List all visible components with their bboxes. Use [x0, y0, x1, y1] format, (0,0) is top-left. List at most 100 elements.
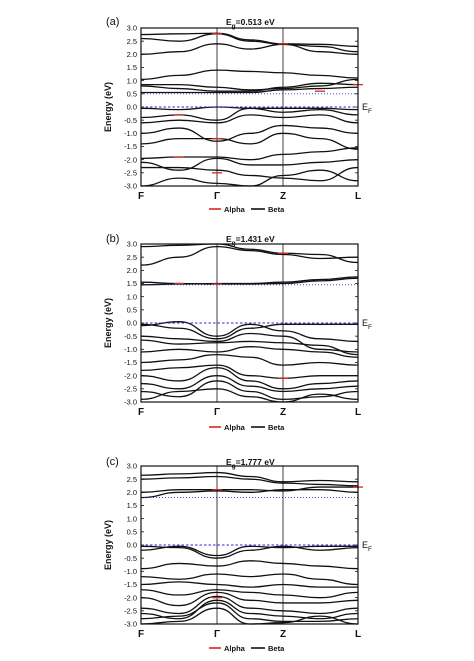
plot-frame: [140, 243, 359, 403]
fermi-subscript: F: [368, 108, 372, 115]
band-line-beta: [140, 69, 359, 80]
y-tick-label: -2.5: [124, 384, 137, 393]
chart-panel-b: (b) Eg=1.431 eV Energy (eV) 3.0 2.5 2.0 1.5 1.0…: [103, 233, 372, 432]
kpoint-label: L: [355, 629, 361, 640]
y-tick-label: -1.0: [124, 345, 137, 354]
band-line-beta: [140, 332, 359, 353]
fermi-label: EF: [362, 102, 372, 115]
kpoint-label: Γ: [214, 191, 220, 202]
fermi-subscript: F: [368, 546, 372, 553]
title-symbol: E: [226, 457, 232, 467]
y-tick-label: 3.0: [127, 240, 137, 249]
y-tick-label: 2.5: [127, 37, 137, 46]
band-line-beta: [140, 43, 359, 55]
band-line-beta: [140, 475, 359, 487]
kpoint-label: Z: [280, 629, 286, 640]
y-tick-label: -3.0: [124, 182, 137, 191]
kpoint-label: Γ: [214, 629, 220, 640]
kpoint-label: F: [138, 407, 144, 418]
legend-label-alpha: Alpha: [224, 205, 246, 214]
band-line-beta: [140, 132, 359, 150]
band-line-beta: [140, 245, 359, 266]
y-tick-label: 0.5: [127, 89, 137, 98]
legend-label-beta: Beta: [268, 423, 285, 432]
plot-frame: [140, 27, 359, 187]
y-tick-label: -1.5: [124, 358, 137, 367]
y-tick-label: -2.5: [124, 606, 137, 615]
y-tick-label: -2.0: [124, 371, 137, 380]
band-line-beta: [140, 591, 359, 607]
band-line-beta: [140, 545, 359, 559]
chart-title: Eg=1.777 eV: [226, 457, 275, 470]
y-tick-label: 1.0: [127, 292, 137, 301]
y-tick-label: 2.5: [127, 253, 137, 262]
band-line-beta: [140, 243, 359, 264]
y-tick-label: 1.0: [127, 76, 137, 85]
band-line-beta: [140, 114, 359, 124]
y-tick-label: -1.5: [124, 142, 137, 151]
band-line-beta: [140, 86, 359, 94]
band-line-beta: [140, 599, 359, 620]
legend-label-beta: Beta: [268, 644, 285, 653]
y-axis-label: Energy (eV): [103, 298, 113, 348]
y-tick-label: -0.5: [124, 116, 137, 125]
title-value: =1.431 eV: [236, 234, 275, 244]
legend-label-alpha: Alpha: [224, 423, 246, 432]
y-tick-label: 1.5: [127, 279, 137, 288]
y-tick-label: -3.0: [124, 620, 137, 629]
band-line-beta: [140, 602, 359, 623]
band-line-beta: [140, 32, 359, 48]
y-tick-label: 3.0: [127, 24, 137, 33]
kpoint-label: L: [355, 191, 361, 202]
band-line-beta: [140, 388, 359, 403]
y-tick-label: -1.0: [124, 129, 137, 138]
band-line-beta: [140, 573, 359, 586]
band-line-beta: [140, 595, 359, 615]
band-line-beta: [140, 589, 359, 599]
fermi-subscript: F: [368, 324, 372, 331]
title-value: =0.513 eV: [236, 17, 275, 27]
y-tick-label: 0.0: [127, 319, 137, 328]
y-tick-label: -2.0: [124, 593, 137, 602]
title-subscript: g: [232, 23, 236, 30]
band-line-beta: [140, 353, 359, 366]
y-tick-label: 0.5: [127, 305, 137, 314]
y-tick-label: 2.5: [127, 475, 137, 484]
band-line-beta: [140, 486, 358, 493]
band-line-beta: [140, 581, 358, 588]
band-line-beta: [141, 166, 359, 182]
fermi-label: EF: [362, 318, 372, 331]
y-axis-label: Energy (eV): [103, 82, 113, 132]
band-line-beta: [140, 364, 358, 379]
chart-panel-a: (a) Eg=0.513 eV Energy (eV) 3.0 2.5 2.0 1.5 1.0…: [103, 16, 372, 214]
title-symbol: E: [226, 17, 232, 27]
fermi-label: EF: [362, 540, 372, 553]
band-line-beta: [140, 82, 359, 92]
kpoint-label: F: [138, 629, 144, 640]
panel-label: (a): [106, 16, 119, 28]
fermi-symbol: E: [362, 540, 368, 550]
kpoint-label: Z: [280, 407, 286, 418]
band-line-beta: [140, 157, 359, 171]
kpoint-label: L: [355, 407, 361, 418]
band-line-beta: [140, 147, 359, 161]
y-tick-label: -1.5: [124, 580, 137, 589]
band-line-beta: [141, 78, 359, 91]
band-line-beta: [140, 346, 359, 358]
y-tick-label: 0.0: [127, 541, 137, 550]
y-tick-label: 1.5: [127, 63, 137, 72]
panel-label: (b): [106, 233, 119, 245]
y-axis-label: Energy (eV): [103, 520, 113, 570]
chart-title: Eg=0.513 eV: [226, 17, 275, 30]
kpoint-label: Γ: [214, 407, 220, 418]
chart-panel-c: (c) Eg=1.777 eV Energy (eV) 3.0 2.5 2.0 1.5 1.0…: [103, 456, 372, 653]
chart-title: Eg=1.431 eV: [226, 234, 275, 247]
y-tick-label: 2.0: [127, 488, 137, 497]
band-line-beta: [140, 339, 359, 356]
band-line-beta: [140, 560, 359, 570]
band-line-beta: [140, 33, 359, 53]
y-tick-label: -0.5: [124, 554, 137, 563]
fermi-symbol: E: [362, 102, 368, 112]
y-tick-label: -0.5: [124, 332, 137, 341]
band-line-beta: [140, 124, 359, 142]
